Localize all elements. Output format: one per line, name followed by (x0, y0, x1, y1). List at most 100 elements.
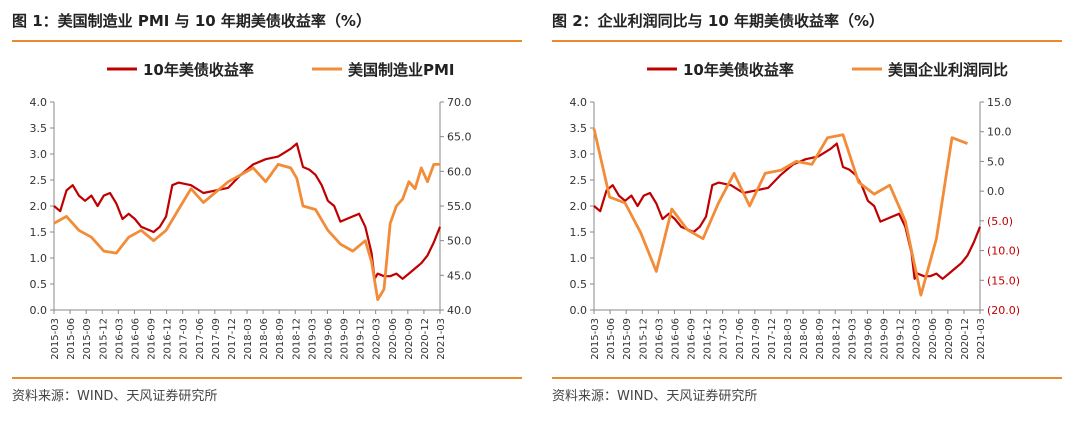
x-tick-label: 2017-06 (195, 318, 206, 360)
y-left-tick-label: 1.0 (570, 252, 588, 265)
series-line (592, 128, 968, 297)
x-tick-label: 2016-03 (654, 318, 665, 360)
title-rule (552, 40, 1062, 42)
y-left-tick-label: 3.5 (570, 122, 588, 135)
x-tick-label: 2018-06 (799, 318, 810, 360)
x-tick-label: 2015-09 (622, 318, 633, 360)
footer-rule (552, 377, 1062, 379)
y-right-tick-label: (15.0) (987, 274, 1020, 287)
y-right-tick-label: 70.0 (447, 96, 472, 109)
y-right-tick-label: 45.0 (447, 269, 472, 282)
y-right-tick-label: (10.0) (987, 245, 1020, 258)
y-right-tick-label: 5.0 (987, 155, 1005, 168)
source-note: 资料来源：WIND、天风证券研究所 (552, 389, 758, 404)
figure-title: 图 2：企业利润同比与 10 年期美债收益率（%） (552, 12, 885, 30)
y-left-tick-label: 2.5 (570, 174, 588, 187)
x-tick-label: 2015-03 (50, 318, 61, 360)
legend-label: 10年美债收益率 (143, 61, 254, 79)
x-tick-label: 2017-09 (751, 318, 762, 360)
x-tick-label: 2021-03 (436, 318, 447, 360)
x-tick-label: 2017-06 (735, 318, 746, 360)
x-tick-label: 2020-09 (404, 318, 415, 360)
y-right-tick-label: 10.0 (987, 126, 1012, 139)
x-tick-label: 2021-03 (976, 318, 987, 360)
y-left-tick-label: 3.5 (30, 122, 48, 135)
x-tick-label: 2020-06 (928, 318, 939, 360)
series-line (53, 142, 442, 280)
y-right-tick-label: 50.0 (447, 235, 472, 248)
y-left-tick-label: 3.0 (30, 148, 48, 161)
y-left-tick-label: 1.0 (30, 252, 48, 265)
y-left-tick-label: 0.5 (30, 278, 48, 291)
x-tick-label: 2015-09 (82, 318, 93, 360)
x-tick-label: 2020-12 (420, 318, 431, 360)
x-tick-label: 2018-03 (243, 318, 254, 360)
y-right-tick-label: 15.0 (987, 96, 1012, 109)
x-tick-label: 2020-03 (372, 318, 383, 360)
y-left-tick-label: 1.5 (570, 226, 588, 239)
y-right-tick-label: 60.0 (447, 165, 472, 178)
chart-pmi-vs-yield: 10年美债收益率 美国制造业PMI 0.0 0.5 1.0 1.5 2.0 2.5 3.0 3.5… (30, 61, 472, 360)
x-tick-label: 2015-03 (590, 318, 601, 360)
x-tick-label: 2020-03 (912, 318, 923, 360)
x-tick-label: 2015-12 (98, 318, 109, 360)
series-line (593, 142, 982, 280)
y-left-tick-label: 4.0 (570, 96, 588, 109)
y-right-tick-label: 0.0 (987, 185, 1005, 198)
legend-label: 美国制造业PMI (348, 61, 455, 79)
x-tick-label: 2018-09 (275, 318, 286, 360)
y-left-tick-label: 0.0 (30, 304, 48, 317)
y-left-tick-label: 2.0 (30, 200, 48, 213)
figure-title: 图 1：美国制造业 PMI 与 10 年期美债收益率（%） (12, 12, 371, 30)
source-note: 资料来源：WIND、天风证券研究所 (12, 389, 218, 404)
x-tick-label: 2019-03 (847, 318, 858, 360)
x-tick-label: 2015-06 (66, 318, 77, 360)
x-tick-label: 2016-06 (130, 318, 141, 360)
x-tick-label: 2018-12 (291, 318, 302, 360)
chart-profits-vs-yield: 10年美债收益率 美国企业利润同比 0.0 0.5 1.0 1.5 2.0 2.5 3.0 3.5… (570, 61, 1021, 360)
x-tick-label: 2016-03 (114, 318, 125, 360)
y-right-tick-label: (5.0) (987, 215, 1013, 228)
y-left-tick-label: 1.5 (30, 226, 48, 239)
series-line (53, 163, 440, 301)
x-tick-label: 2017-03 (719, 318, 730, 360)
x-tick-label: 2018-12 (831, 318, 842, 360)
footer-rule (12, 377, 522, 379)
x-tick-label: 2020-09 (944, 318, 955, 360)
x-tick-label: 2015-06 (606, 318, 617, 360)
x-tick-label: 2018-09 (815, 318, 826, 360)
figure-panel-1: 图 1：美国制造业 PMI 与 10 年期美债收益率（%） 10年美债收益率 美国… (12, 0, 534, 421)
x-tick-label: 2019-09 (340, 318, 351, 360)
x-tick-label: 2018-06 (259, 318, 270, 360)
x-tick-label: 2020-06 (388, 318, 399, 360)
x-tick-label: 2018-03 (783, 318, 794, 360)
y-left-tick-label: 0.0 (570, 304, 588, 317)
y-left-tick-label: 3.0 (570, 148, 588, 161)
x-tick-label: 2019-09 (880, 318, 891, 360)
x-tick-label: 2016-09 (687, 318, 698, 360)
y-right-tick-label: (20.0) (987, 304, 1020, 317)
x-tick-label: 2019-03 (307, 318, 318, 360)
x-tick-label: 2017-03 (179, 318, 190, 360)
legend-label: 10年美债收益率 (683, 61, 794, 79)
x-tick-label: 2016-06 (670, 318, 681, 360)
y-left-tick-label: 0.5 (570, 278, 588, 291)
y-left-tick-label: 4.0 (30, 96, 48, 109)
x-tick-label: 2019-06 (863, 318, 874, 360)
x-tick-label: 2017-12 (767, 318, 778, 360)
x-tick-label: 2016-09 (147, 318, 158, 360)
y-right-tick-label: 40.0 (447, 304, 472, 317)
x-tick-label: 2020-12 (960, 318, 971, 360)
x-tick-label: 2019-12 (356, 318, 367, 360)
x-tick-label: 2019-06 (323, 318, 334, 360)
figure-panel-2: 图 2：企业利润同比与 10 年期美债收益率（%） 10年美债收益率 美国企业利润… (552, 0, 1074, 421)
x-tick-label: 2017-09 (211, 318, 222, 360)
legend-label: 美国企业利润同比 (888, 61, 1008, 79)
x-tick-label: 2017-12 (227, 318, 238, 360)
y-right-tick-label: 65.0 (447, 131, 472, 144)
x-tick-label: 2016-12 (703, 318, 714, 360)
x-tick-label: 2015-12 (638, 318, 649, 360)
y-right-tick-label: 55.0 (447, 200, 472, 213)
y-left-tick-label: 2.5 (30, 174, 48, 187)
y-left-tick-label: 2.0 (570, 200, 588, 213)
